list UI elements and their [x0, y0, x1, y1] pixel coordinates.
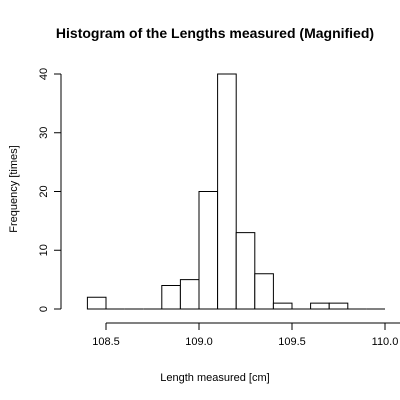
y-tick-label-2: 20	[38, 185, 50, 197]
histogram-bar-12	[310, 302, 330, 310]
y-tick-label-3: 30	[38, 127, 50, 139]
histogram-bar-6	[198, 191, 219, 310]
x-tick-label-0: 108.5	[92, 336, 120, 348]
histogram-bar-13	[328, 302, 349, 310]
histogram-bar-7	[217, 73, 237, 310]
y-tick-label-0: 0	[38, 306, 50, 312]
y-axis: 0 10 20 30 40	[38, 68, 62, 312]
x-tick-label-1: 109.0	[185, 336, 213, 348]
histogram-bar-4	[161, 285, 181, 310]
histogram-bar-0	[86, 296, 107, 310]
x-tick-label-2: 109.5	[278, 336, 306, 348]
x-axis-label: Length measured [cm]	[160, 372, 269, 384]
histogram-bar-9	[254, 273, 274, 310]
y-tick-label-1: 10	[38, 244, 50, 256]
y-tick-label-4: 40	[38, 68, 50, 80]
bars-group	[86, 73, 385, 310]
y-axis-label: Frequency [times]	[8, 145, 20, 232]
histogram-bar-8	[235, 232, 256, 310]
histogram-bar-10	[272, 302, 293, 310]
chart-title: Histogram of the Lengths measured (Magni…	[56, 25, 374, 41]
x-tick-label-3: 110.0	[372, 336, 399, 348]
histogram-bar-5	[179, 279, 200, 310]
